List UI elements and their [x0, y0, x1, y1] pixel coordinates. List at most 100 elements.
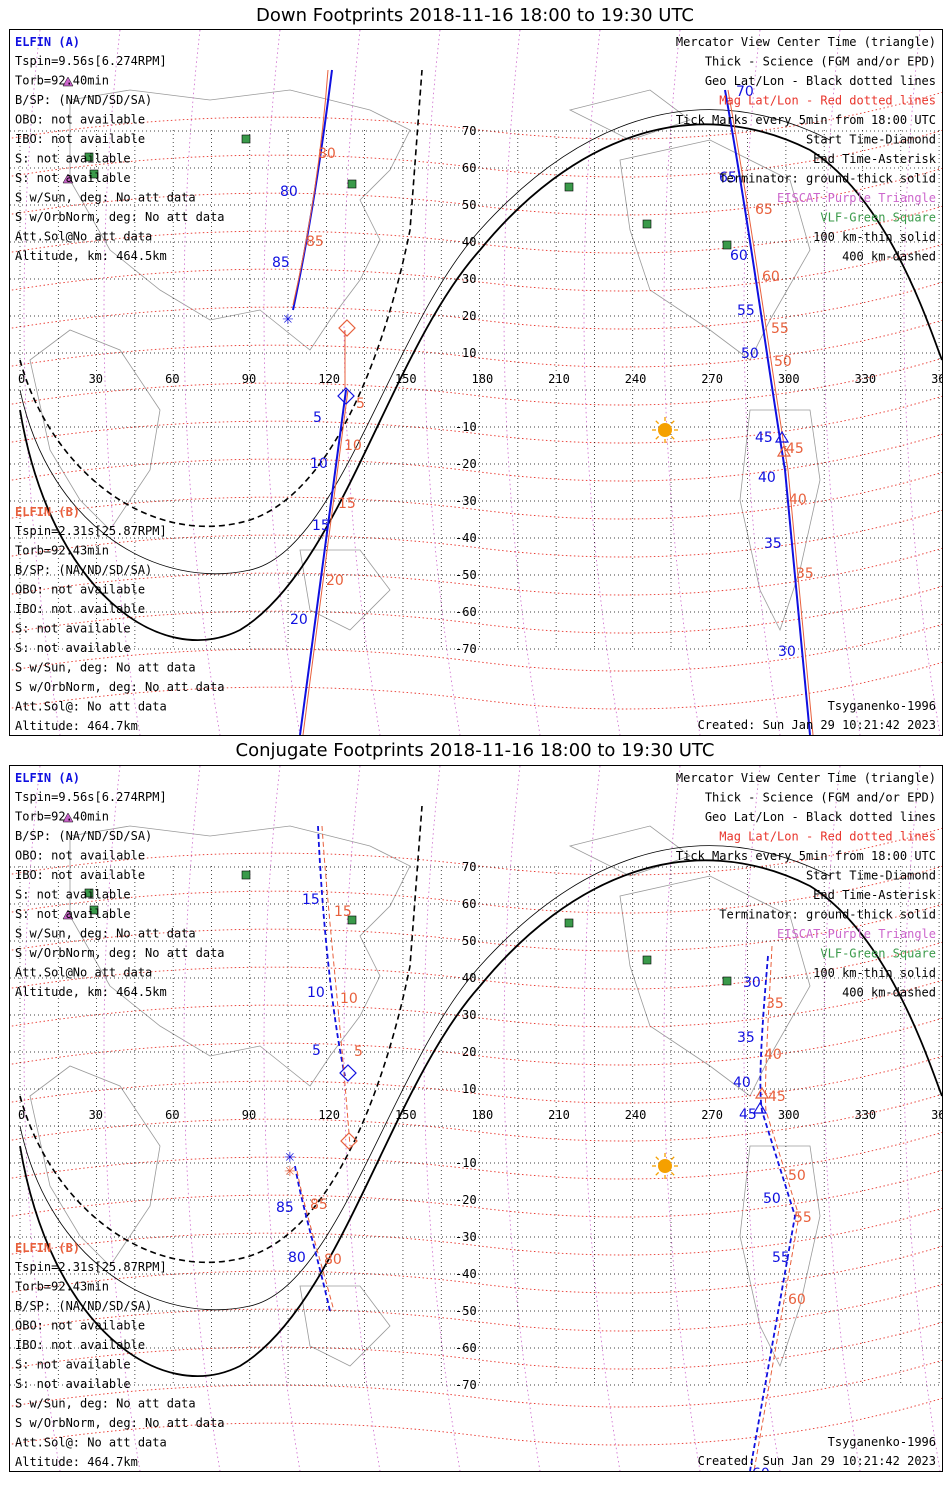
elfin-b-tick-label: 70: [736, 84, 754, 100]
elfin-a-track-south: [294, 1165, 331, 1312]
mag-lon-line-1: [103, 30, 141, 735]
mag-lat-line-6: [10, 319, 942, 368]
elfin-b-mag-tick-label: 60: [788, 1292, 806, 1308]
lon-label: 180: [472, 372, 494, 386]
mag-lon-line-2: [183, 30, 221, 735]
lat-label: -50: [455, 1304, 477, 1318]
map-svg-conjugate: 0 30 60 90 120 150 180 210 240 270 300 330 360 70 60 50…: [10, 766, 942, 1471]
lon-label: 210: [548, 1108, 570, 1122]
elfin-b-tick-label: 40: [758, 470, 776, 486]
model-label: Tsyganenko-1996: [828, 1435, 936, 1449]
created-label: Created: Sun Jan 29 10:21:42 2023: [698, 718, 936, 732]
sun-icon: [658, 423, 672, 437]
lon-label: 150: [395, 372, 417, 386]
lon-label: 150: [395, 1108, 417, 1122]
elfin-b-mag-tick-label: 55: [794, 1210, 812, 1226]
elfin-b-tick-label: 60: [752, 1466, 770, 1471]
elfin-a-track-south: [299, 389, 347, 735]
legend-line: EISCAT-Purple Triangle: [777, 927, 936, 941]
coastline-0: [69, 825, 411, 1087]
elfin-b-mag-tick-label: 35: [766, 996, 784, 1012]
legend-line: Start Time-Diamond: [806, 869, 936, 883]
lat-label: -20: [455, 1193, 477, 1207]
lat-label: -50: [455, 568, 477, 582]
elfin-b-tick-label: 50: [763, 1191, 781, 1207]
elfin-b-mag-tick-label: 45: [768, 1089, 786, 1105]
elfin-b-info-line: IBO: not available: [15, 602, 145, 616]
mag-lon-line-5: [423, 30, 461, 735]
coastline-4: [739, 1145, 821, 1368]
map-svg-down: 0 30 60 90 120 150 180 210 240 270 300 330 360 70 60 50…: [10, 30, 942, 735]
elfin-b-info-line: S: not available: [15, 1377, 131, 1391]
elfin-a-mag-track-north: [292, 69, 329, 306]
lat-label: 30: [462, 1008, 476, 1022]
elfin-b-tick-label: 55: [737, 303, 755, 319]
legend-line: Terminator: ground-thick solid: [719, 172, 936, 186]
elfin-b-tick-label: 65: [719, 170, 737, 186]
elfin-a-mag-tick-label: 20: [326, 573, 344, 589]
coastline-4: [739, 409, 821, 632]
end-time-asterisk-icon: ✳: [284, 1150, 296, 1166]
elfin-a-tick-label: 5: [313, 410, 322, 426]
elfin-a-info-line: B/SP: (NA/ND/SD/SA): [15, 93, 152, 107]
lon-label: 330: [854, 372, 876, 386]
elfin-b-info-line: Torb=92.43min: [15, 544, 109, 558]
sun-ray: [670, 1156, 675, 1161]
lat-label: 60: [462, 161, 476, 175]
lat-label: 50: [462, 934, 476, 948]
coastline-3: [619, 139, 811, 361]
elfin-b-mag-tick-label: 55: [771, 321, 789, 337]
legend-line: 400 km-dashed: [842, 250, 936, 264]
sun-ray: [670, 1171, 675, 1176]
elfin-a-mag-track-north: [321, 825, 351, 1147]
legend-line: Mercator View Center Time (triangle): [676, 35, 936, 49]
lat-label: 50: [462, 198, 476, 212]
legend-line: Terminator: ground-thick solid: [719, 908, 936, 922]
elfin-b-track: [724, 89, 811, 735]
elfin-b-tick-label: 50: [741, 346, 759, 362]
elfin-b-info-line: S: not available: [15, 1358, 131, 1372]
lon-label: 270: [701, 1108, 723, 1122]
lon-label: 30: [89, 372, 103, 386]
lon-label: 240: [625, 1108, 647, 1122]
elfin-a-tick-label: 80: [280, 184, 298, 200]
mag-lon-line-4: [343, 766, 381, 1471]
sun-ray: [670, 435, 675, 440]
created-label: Created: Sun Jan 29 10:21:42 2023: [698, 1454, 936, 1468]
start-time-diamond-icon: [340, 1132, 358, 1150]
lat-label: 20: [462, 1045, 476, 1059]
elfin-a-info-line: Altitude, km: 464.5km: [15, 985, 167, 999]
legend-line: Mercator View Center Time (triangle): [676, 771, 936, 785]
lat-label: -20: [455, 457, 477, 471]
legend-line: Thick - Science (FGM and/or EPD): [705, 791, 936, 805]
elfin-a-info-line: S: not available: [15, 888, 131, 902]
lat-label: -40: [455, 1267, 477, 1281]
elfin-a-tick-label: 85: [272, 255, 290, 271]
elfin-a-tick-label: 15: [302, 892, 320, 908]
elfin-b-mag-tick-label: 40: [789, 492, 807, 508]
vlf-station-icon: [722, 976, 732, 986]
lon-label: 330: [854, 1108, 876, 1122]
panel-title-conjugate: Conjugate Footprints 2018-11-16 18:00 to…: [235, 740, 715, 761]
end-time-asterisk-icon: ✳: [282, 312, 294, 328]
coastline-3: [619, 875, 811, 1097]
elfin-b-info-line: Altitude: 464.7km: [15, 1455, 138, 1469]
elfin-a-mag-tick-label: 5: [356, 396, 365, 412]
elfin-a-info-line: Torb=92.40min: [15, 74, 109, 88]
elfin-b-info-line: Att.Sol@: No att data: [15, 700, 167, 714]
elfin-b-info-line: B/SP: (NA/ND/SD/SA): [15, 1299, 152, 1313]
vlf-station-icon: [642, 219, 652, 229]
mag-lon-line-7: [583, 766, 621, 1471]
vlf-station-icon: [89, 905, 99, 915]
mag-lon-line-11: [903, 766, 941, 1471]
elfin-a-tick-label: 20: [290, 612, 308, 628]
legend-line: 100 km-thin solid: [813, 966, 936, 980]
lon-label: 210: [548, 372, 570, 386]
sun-ray: [655, 435, 660, 440]
elfin-b-tick-label: 45: [739, 1107, 757, 1123]
lon-label: 300: [778, 1108, 800, 1122]
elfin-a-info-line: S: not available: [15, 907, 131, 921]
elfin-a-tick-label: 10: [307, 985, 325, 1001]
elfin-a-info-line: OBO: not available: [15, 849, 145, 863]
lat-label: -60: [455, 1341, 477, 1355]
